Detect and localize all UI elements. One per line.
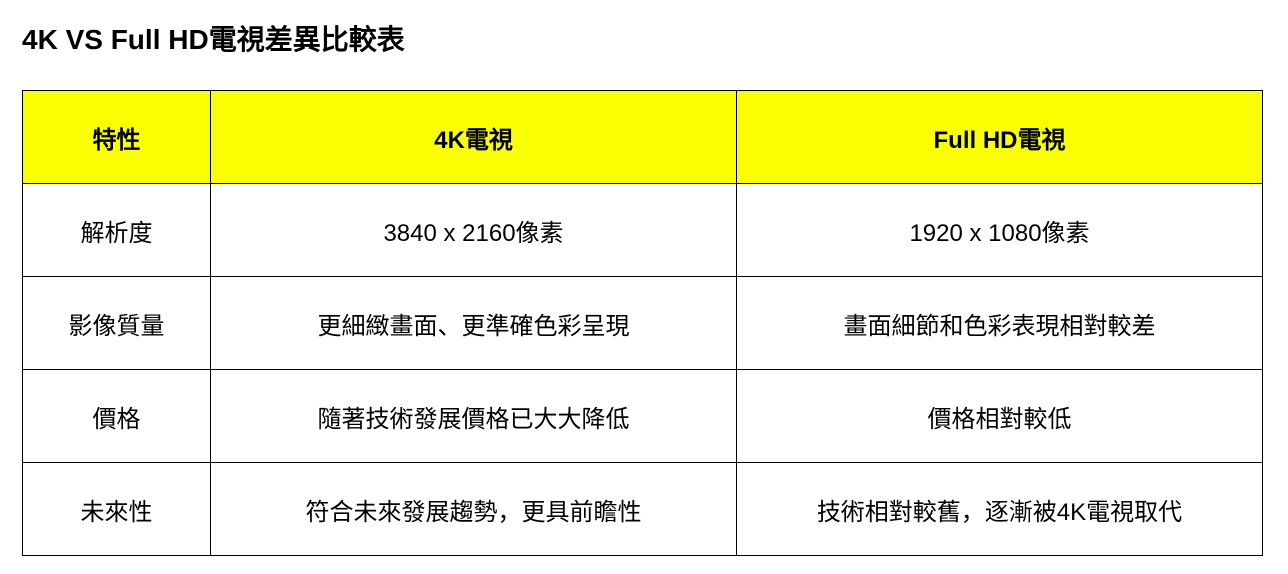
cell-feature: 影像質量: [23, 277, 211, 370]
cell-feature: 未來性: [23, 463, 211, 556]
page-title: 4K VS Full HD電視差異比較表: [22, 18, 1266, 58]
table-row: 解析度 3840 x 2160像素 1920 x 1080像素: [23, 184, 1263, 277]
table-row: 價格 隨著技術發展價格已大大降低 價格相對較低: [23, 370, 1263, 463]
cell-feature: 價格: [23, 370, 211, 463]
cell-feature: 解析度: [23, 184, 211, 277]
cell-4k: 更細緻畫面、更準確色彩呈現: [211, 277, 737, 370]
cell-fullhd: 技術相對較舊，逐漸被4K電視取代: [737, 463, 1263, 556]
col-header-4k: 4K電視: [211, 91, 737, 184]
table-row: 影像質量 更細緻畫面、更準確色彩呈現 畫面細節和色彩表現相對較差: [23, 277, 1263, 370]
table-header-row: 特性 4K電視 Full HD電視: [23, 91, 1263, 184]
cell-4k: 3840 x 2160像素: [211, 184, 737, 277]
cell-fullhd: 1920 x 1080像素: [737, 184, 1263, 277]
cell-fullhd: 價格相對較低: [737, 370, 1263, 463]
comparison-table: 特性 4K電視 Full HD電視 解析度 3840 x 2160像素 1920…: [22, 90, 1263, 556]
cell-fullhd: 畫面細節和色彩表現相對較差: [737, 277, 1263, 370]
col-header-feature: 特性: [23, 91, 211, 184]
cell-4k: 符合未來發展趨勢，更具前瞻性: [211, 463, 737, 556]
table-row: 未來性 符合未來發展趨勢，更具前瞻性 技術相對較舊，逐漸被4K電視取代: [23, 463, 1263, 556]
cell-4k: 隨著技術發展價格已大大降低: [211, 370, 737, 463]
col-header-fullhd: Full HD電視: [737, 91, 1263, 184]
